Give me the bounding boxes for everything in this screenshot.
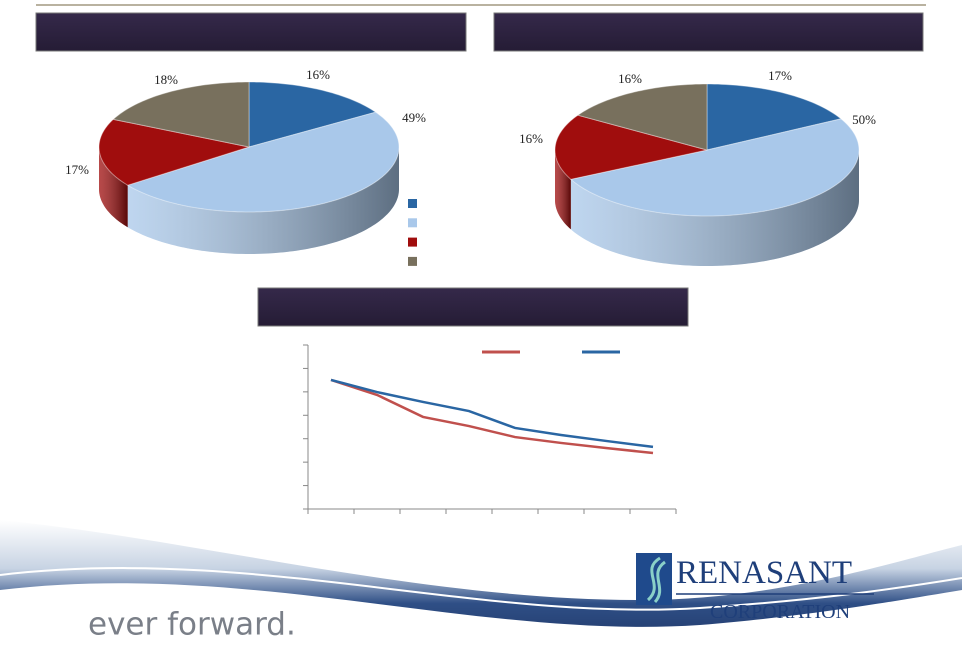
- legend-swatch: [408, 237, 417, 247]
- pie-label: 17%: [768, 68, 792, 83]
- logo-sub: CORPORATION: [710, 601, 850, 623]
- series-line: [330, 378, 654, 449]
- pie-side-shade: [127, 147, 399, 254]
- pie-side-shade: [555, 150, 571, 230]
- pie-slice: [112, 81, 250, 148]
- pie-side-shade: [570, 150, 859, 266]
- header-box: [257, 287, 689, 327]
- legend-swatch: [408, 218, 417, 228]
- pie-label: 16%: [618, 71, 642, 86]
- pie-label: 18%: [154, 72, 178, 87]
- logo: RENASANT CORPORATION: [636, 553, 874, 623]
- pie-slice: [98, 118, 251, 186]
- legend-swatch: [408, 199, 417, 208]
- pie-label: 17%: [65, 162, 89, 177]
- pie-slice: [706, 83, 843, 151]
- pie-slice: [554, 114, 708, 180]
- pie-slice: [576, 83, 708, 151]
- tagline: ever forward.: [88, 607, 296, 643]
- pie-slice: [569, 118, 860, 217]
- logo-wave: [646, 556, 666, 604]
- logo-name: RENASANT: [676, 555, 852, 591]
- series-line: [330, 378, 654, 455]
- pie-slice: [248, 81, 377, 148]
- pie-label: 50%: [852, 112, 876, 127]
- pie-label: 16%: [519, 131, 543, 146]
- pie-label: 16%: [306, 67, 330, 82]
- wave: [0, 583, 962, 659]
- legend-swatch: [408, 256, 417, 266]
- pie-label: 49%: [402, 110, 426, 125]
- pie-slice: [126, 111, 400, 213]
- wave-line: [0, 567, 962, 611]
- header-box: [493, 12, 924, 52]
- header-box: [35, 12, 467, 52]
- pie-side-shade: [99, 147, 128, 228]
